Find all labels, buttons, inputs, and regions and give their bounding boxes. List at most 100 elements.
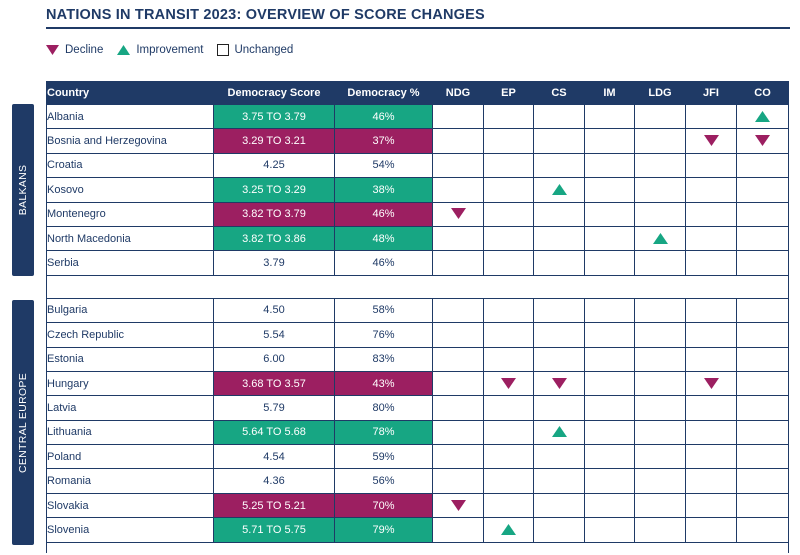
indicator-cell-jfi bbox=[685, 346, 737, 372]
indicator-cell-im bbox=[584, 517, 635, 543]
title-rule bbox=[46, 27, 790, 29]
indicator-cell-cs bbox=[533, 468, 585, 494]
country-cell: Czech Republic bbox=[46, 322, 214, 348]
indicator-cell-ndg bbox=[432, 201, 484, 227]
indicator-cell-ldg bbox=[634, 517, 686, 543]
country-cell: Lithuania bbox=[46, 419, 214, 446]
indicator-cell-jfi bbox=[685, 468, 737, 494]
indicator-cell-ndg bbox=[432, 395, 484, 421]
table-row: Hungary 3.68 TO 3.57 43% bbox=[46, 370, 789, 397]
indicator-cell-ep bbox=[483, 250, 534, 276]
democracy-pct-cell: 37% bbox=[334, 128, 433, 154]
indicator-cell-im bbox=[584, 322, 635, 348]
indicator-cell-jfi bbox=[685, 444, 737, 470]
indicator-cell-co bbox=[736, 419, 789, 446]
indicator-cell-im bbox=[584, 468, 635, 494]
indicator-cell-ep bbox=[483, 225, 534, 252]
indicator-cell-co bbox=[736, 250, 789, 276]
indicator-cell-jfi bbox=[685, 517, 737, 543]
democracy-score-cell: 4.50 bbox=[213, 297, 335, 324]
header-ep: EP bbox=[483, 81, 534, 105]
indicator-cell-co bbox=[736, 201, 789, 227]
table-row: Czech Republic 5.54 76% bbox=[46, 322, 789, 348]
indicator-cell-cs bbox=[533, 395, 585, 421]
table-row: Albania 3.75 TO 3.79 46% bbox=[46, 103, 789, 130]
header-ldg: LDG bbox=[634, 81, 686, 105]
table-row: Latvia 5.79 80% bbox=[46, 395, 789, 421]
header-im: IM bbox=[584, 81, 635, 105]
decline-triangle-icon bbox=[46, 44, 59, 55]
democracy-score-cell: 4.36 bbox=[213, 468, 335, 494]
democracy-pct-cell: 79% bbox=[334, 517, 433, 543]
democracy-pct-cell: 83% bbox=[334, 346, 433, 372]
democracy-score-cell: 3.79 bbox=[213, 250, 335, 276]
table-row: Serbia 3.79 46% bbox=[46, 250, 789, 276]
table-tail-row bbox=[46, 541, 789, 553]
indicator-cell-ndg bbox=[432, 177, 484, 203]
legend-decline: Decline bbox=[46, 44, 103, 56]
decline-triangle-icon bbox=[703, 135, 719, 147]
indicator-cell-im bbox=[584, 297, 635, 324]
indicator-cell-jfi bbox=[685, 103, 737, 130]
country-cell: Slovakia bbox=[46, 492, 214, 519]
democracy-score-cell: 3.25 TO 3.29 bbox=[213, 177, 335, 203]
table-row: Bulgaria 4.50 58% bbox=[46, 297, 789, 324]
header-democracy-pct: Democracy % bbox=[334, 81, 433, 105]
improvement-triangle-icon bbox=[501, 523, 516, 535]
indicator-cell-cs bbox=[533, 492, 585, 519]
indicator-cell-ep bbox=[483, 517, 534, 543]
indicator-cell-cs bbox=[533, 225, 585, 252]
table-row: Croatia 4.25 54% bbox=[46, 152, 789, 179]
democracy-pct-cell: 46% bbox=[334, 103, 433, 130]
indicator-cell-cs bbox=[533, 152, 585, 179]
country-cell: Bulgaria bbox=[46, 297, 214, 324]
indicator-cell-im bbox=[584, 128, 635, 154]
indicator-cell-cs bbox=[533, 322, 585, 348]
decline-triangle-icon bbox=[450, 208, 466, 220]
democracy-pct-cell: 80% bbox=[334, 395, 433, 421]
democracy-pct-cell: 70% bbox=[334, 492, 433, 519]
democracy-score-cell: 5.71 TO 5.75 bbox=[213, 517, 335, 543]
country-cell: Serbia bbox=[46, 250, 214, 276]
indicator-cell-ldg bbox=[634, 468, 686, 494]
indicator-cell-ldg bbox=[634, 492, 686, 519]
country-cell: Estonia bbox=[46, 346, 214, 372]
indicator-cell-ldg bbox=[634, 103, 686, 130]
democracy-score-cell: 4.54 bbox=[213, 444, 335, 470]
indicator-cell-im bbox=[584, 395, 635, 421]
table-row: Slovakia 5.25 TO 5.21 70% bbox=[46, 492, 789, 519]
table-row: Estonia 6.00 83% bbox=[46, 346, 789, 372]
indicator-cell-ldg bbox=[634, 177, 686, 203]
decline-triangle-icon bbox=[501, 377, 516, 389]
democracy-score-cell: 4.25 bbox=[213, 152, 335, 179]
indicator-cell-im bbox=[584, 225, 635, 252]
indicator-cell-jfi bbox=[685, 370, 737, 397]
region-spacer-row bbox=[46, 274, 789, 299]
indicator-cell-im bbox=[584, 370, 635, 397]
indicator-cell-co bbox=[736, 370, 789, 397]
legend: Decline Improvement Unchanged bbox=[46, 44, 307, 56]
indicator-cell-ldg bbox=[634, 370, 686, 397]
unchanged-box-icon bbox=[217, 44, 230, 56]
indicator-cell-im bbox=[584, 177, 635, 203]
indicator-cell-ndg bbox=[432, 492, 484, 519]
region-label-central-europe: CENTRAL EUROPE bbox=[12, 300, 34, 545]
table-row: Montenegro 3.82 TO 3.79 46% bbox=[46, 201, 789, 227]
democracy-score-cell: 3.75 TO 3.79 bbox=[213, 103, 335, 130]
democracy-score-cell: 3.82 TO 3.79 bbox=[213, 201, 335, 227]
indicator-cell-ep bbox=[483, 177, 534, 203]
indicator-cell-im bbox=[584, 103, 635, 130]
indicator-cell-ldg bbox=[634, 225, 686, 252]
indicator-cell-ldg bbox=[634, 346, 686, 372]
indicator-cell-cs bbox=[533, 517, 585, 543]
democracy-pct-cell: 59% bbox=[334, 444, 433, 470]
country-cell: Kosovo bbox=[46, 177, 214, 203]
indicator-cell-jfi bbox=[685, 128, 737, 154]
indicator-cell-co bbox=[736, 395, 789, 421]
democracy-score-cell: 5.25 TO 5.21 bbox=[213, 492, 335, 519]
democracy-pct-cell: 38% bbox=[334, 177, 433, 203]
table-row: Slovenia 5.71 TO 5.75 79% bbox=[46, 517, 789, 543]
page-title: NATIONS IN TRANSIT 2023: OVERVIEW OF SCO… bbox=[46, 7, 485, 23]
country-cell: Latvia bbox=[46, 395, 214, 421]
country-cell: Bosnia and Herzegovina bbox=[46, 128, 214, 154]
